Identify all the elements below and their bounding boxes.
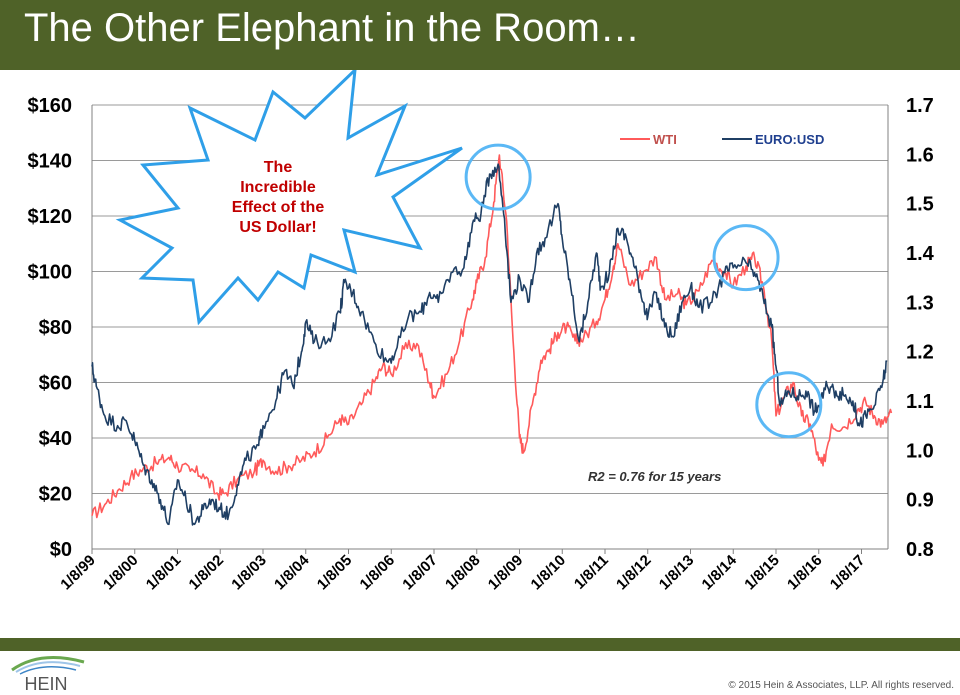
- y-left-tick-label: $40: [39, 428, 72, 450]
- starburst-shape: [115, 70, 463, 326]
- highlight-circle: [464, 143, 532, 211]
- callout-text-line: Effect of the: [232, 199, 325, 216]
- y-right-tick-label: 1.6: [906, 144, 934, 166]
- y-right-tick-label: 0.9: [906, 490, 934, 512]
- x-tick-label: 1/8/03: [228, 552, 270, 594]
- callout-burst: The Incredible Effect of the US Dollar!: [115, 70, 463, 326]
- callout-text-line: The: [264, 159, 293, 176]
- x-tick-label: 1/8/16: [784, 552, 826, 594]
- x-tick-label: 1/8/05: [314, 552, 356, 594]
- x-tick-label: 1/8/11: [571, 552, 612, 593]
- x-tick-label: 1/8/01: [143, 552, 185, 594]
- logo-text: HEIN: [24, 674, 67, 694]
- y-right-tick-label: 1.4: [906, 243, 935, 265]
- x-tick-label: 1/8/02: [186, 552, 228, 594]
- y-left-tick-label: $120: [28, 206, 73, 228]
- y-right-tick-label: 1.5: [906, 194, 934, 216]
- x-tick-label: 1/8/12: [613, 552, 655, 594]
- x-tick-label: 1/8/00: [100, 552, 142, 594]
- x-tick-label: 1/8/09: [485, 552, 527, 594]
- x-tick-label: 1/8/13: [656, 552, 698, 594]
- y-left-tick-label: $0: [50, 539, 72, 561]
- y-right-tick-label: 1.1: [906, 391, 934, 413]
- legend: WTI EURO:USD: [620, 132, 824, 147]
- y-left-tick-label: $20: [39, 484, 72, 506]
- y-right-tick-label: 1.3: [906, 292, 934, 314]
- callout-text-line: US Dollar!: [239, 219, 316, 236]
- x-tick-label: 1/8/15: [741, 552, 783, 594]
- y-right-tick-label: 0.8: [906, 539, 934, 561]
- y-right-tick-label: 1.7: [906, 95, 934, 117]
- title-bar: The Other Elephant in the Room…: [0, 0, 960, 70]
- y-left-tick-label: $80: [39, 317, 72, 339]
- slide-title: The Other Elephant in the Room…: [24, 6, 640, 50]
- highlight-circles: [464, 143, 823, 439]
- highlight-circle: [712, 224, 780, 292]
- y-right-tick-label: 1.0: [906, 440, 934, 462]
- legend-eurusd-label: EURO:USD: [755, 132, 824, 147]
- hein-logo: HEIN: [11, 656, 85, 694]
- legend-wti-label: WTI: [653, 132, 677, 147]
- x-tick-label: 1/8/06: [357, 552, 399, 594]
- footer-bar: [0, 638, 960, 651]
- series-eurusd-line: [91, 163, 888, 526]
- dual-axis-line-chart: $0 $20 $40 $60 $80 $100 $120 $140 $160 0.8 0.9 1.0 1…: [28, 70, 935, 594]
- x-tick-label: 1/8/14: [699, 551, 741, 593]
- highlight-circle: [755, 371, 823, 439]
- y-left-tick-label: $60: [39, 373, 72, 395]
- y-left-tick-label: $160: [28, 95, 73, 117]
- x-tick-label: 1/8/07: [399, 552, 441, 594]
- callout-text-line: Incredible: [240, 179, 316, 196]
- y-left-tick-label: $140: [28, 151, 73, 173]
- r2-annotation: R2 = 0.76 for 15 years: [588, 469, 721, 484]
- x-tick-label: 1/8/10: [528, 552, 570, 594]
- y-left-tick-label: $100: [28, 262, 73, 284]
- copyright: © 2015 Hein & Associates, LLP. All right…: [728, 680, 954, 691]
- x-tick-label: 1/8/08: [442, 552, 484, 594]
- series-wti-line: [91, 154, 893, 519]
- x-tick-label: 1/8/04: [271, 551, 313, 593]
- x-tick-label: 1/8/17: [827, 552, 869, 594]
- y-right-tick-label: 1.2: [906, 342, 934, 364]
- series-lines: [91, 154, 893, 526]
